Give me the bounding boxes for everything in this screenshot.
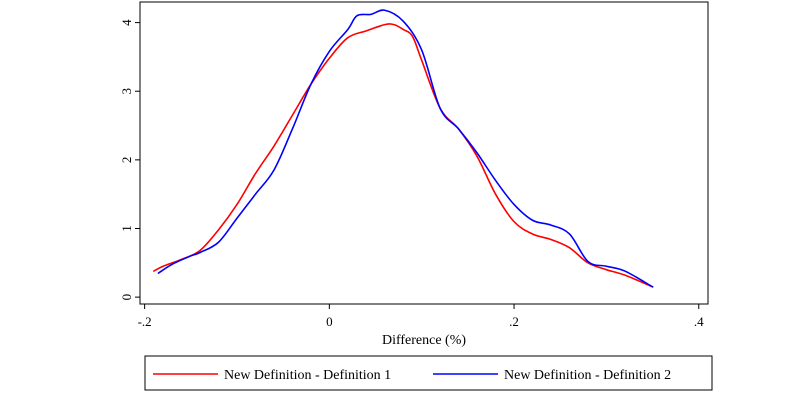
x-tick-label: -.2 bbox=[138, 314, 152, 329]
x-axis: -.2 0 .2 .4 bbox=[138, 304, 704, 329]
x-axis-title: Difference (%) bbox=[382, 333, 466, 348]
plot-frame bbox=[139, 1, 709, 305]
legend-label-2: New Definition - Definition 2 bbox=[504, 368, 671, 383]
series-lines bbox=[153, 9, 654, 288]
y-tick-label: 3 bbox=[119, 88, 134, 95]
series-line-1 bbox=[153, 23, 654, 288]
y-tick-label: 2 bbox=[119, 157, 134, 164]
y-axis: 0 1 2 3 4 bbox=[119, 19, 140, 301]
x-tick-label: 0 bbox=[326, 314, 333, 329]
series-line-2 bbox=[157, 9, 654, 288]
legend-label-1: New Definition - Definition 1 bbox=[224, 368, 391, 383]
x-tick-label: .4 bbox=[694, 314, 704, 329]
x-tick-label: .2 bbox=[509, 314, 519, 329]
y-tick-label: 1 bbox=[119, 225, 134, 232]
legend: New Definition - Definition 1 New Definit… bbox=[153, 368, 671, 383]
y-tick-label: 0 bbox=[119, 294, 134, 301]
y-tick-label: 4 bbox=[119, 19, 134, 26]
legend-box bbox=[144, 355, 713, 391]
